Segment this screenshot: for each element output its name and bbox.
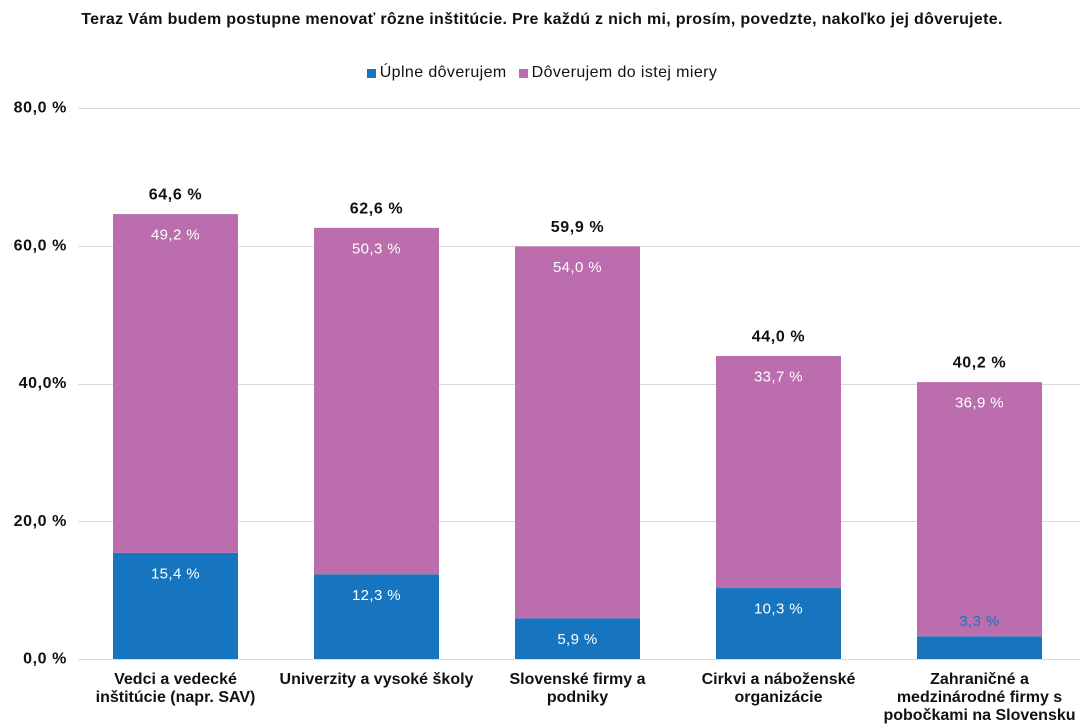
data-label-full-trust: 10,3 % [754, 601, 803, 618]
legend-swatch-partial-trust [518, 68, 528, 78]
category-label: Cirkvi a náboženské organizácie [701, 671, 856, 706]
y-tick-label: 0,0 % [23, 651, 67, 668]
bar-segment-partial-trust [113, 214, 238, 553]
data-label-partial-trust: 50,3 % [352, 240, 401, 257]
data-label-full-trust: 5,9 % [557, 631, 597, 648]
data-labels: 15,4 % 49,2 % 64,6 % 12,3 % 50,3 % 62,6 % 5,9 … [149, 187, 1006, 648]
data-label-full-trust: 15,4 % [151, 565, 200, 582]
y-tick-label: 60,0 % [14, 237, 67, 254]
bar-segment-full-trust [515, 618, 640, 659]
bar-segment-partial-trust [716, 355, 841, 589]
data-label-full-trust: 12,3 % [352, 587, 401, 604]
legend-label-full-trust: Úplne dôverujem [379, 64, 507, 81]
total-label: 62,6 % [350, 200, 403, 217]
data-label-partial-trust: 49,2 % [151, 227, 200, 244]
data-label-partial-trust: 36,9 % [955, 395, 1004, 412]
bar-segment-partial-trust [314, 227, 439, 575]
bar-segment-full-trust [716, 588, 841, 659]
bar-segment-full-trust [113, 552, 238, 659]
bar-segment-partial-trust [515, 246, 640, 619]
bar-segment-full-trust [314, 574, 439, 659]
category-label: Slovenské firmy a podniky [509, 671, 646, 706]
bar-segment-full-trust [917, 636, 1042, 659]
category-label: Vedci a vedecké inštitúcie (napr. SAV) [95, 671, 256, 706]
total-label: 40,2 % [953, 355, 1006, 372]
chart-title: Teraz Vám budem postupne menovať rôzne i… [81, 11, 1003, 28]
total-label: 44,0 % [752, 328, 805, 345]
category-label: Zahraničné a medzinárodné firmy s pobočk… [883, 671, 1076, 724]
data-label-partial-trust: 54,0 % [553, 259, 602, 276]
y-tick-label: 40,0% [19, 375, 67, 392]
bar-segment-partial-trust [917, 382, 1042, 637]
data-label-full-trust: 3,3 % [959, 613, 999, 630]
bars [113, 214, 1042, 659]
total-label: 59,9 % [551, 219, 604, 236]
total-label: 64,6 % [149, 187, 202, 204]
legend-label-partial-trust: Dôverujem do istej miery [531, 64, 718, 81]
legend-item-full-trust: Úplne dôverujem [366, 64, 507, 82]
y-axis-labels: 0,0 % 20,0 % 40,0% 60,0 % 80,0 % [14, 100, 67, 668]
y-tick-label: 80,0 % [14, 100, 67, 117]
y-tick-label: 20,0 % [14, 513, 67, 530]
category-label: Univerzity a vysoké školy [279, 671, 474, 688]
data-label-partial-trust: 33,7 % [754, 368, 803, 385]
legend-swatch-full-trust [366, 68, 376, 78]
legend-item-partial-trust: Dôverujem do istej miery [518, 64, 718, 82]
legend: Úplne dôverujem Dôverujem do istej miery [0, 64, 1084, 82]
